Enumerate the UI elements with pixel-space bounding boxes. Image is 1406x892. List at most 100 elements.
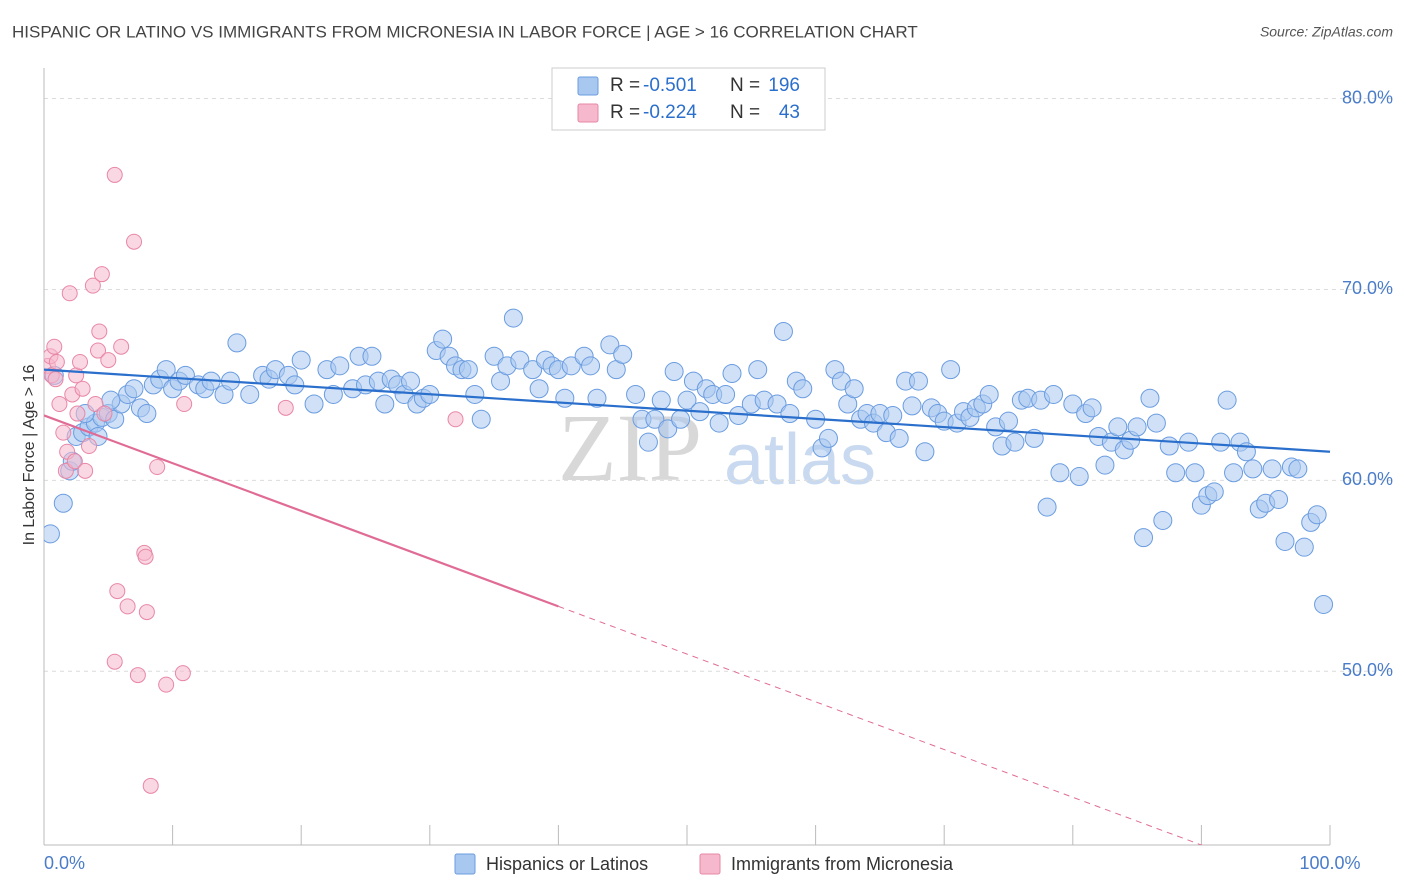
- point: [1095, 455, 1115, 475]
- point: [1134, 528, 1154, 548]
- y-axis-label: In Labor Force | Age > 16: [21, 365, 38, 546]
- point: [561, 356, 581, 376]
- legend-label: R =: [610, 102, 640, 123]
- point: [113, 338, 130, 355]
- point: [227, 333, 247, 353]
- point: [1204, 482, 1224, 502]
- point: [100, 352, 117, 369]
- point: [44, 524, 60, 544]
- point: [109, 583, 126, 600]
- trend-line: [44, 368, 1331, 453]
- point: [1159, 436, 1179, 456]
- point: [1217, 390, 1237, 410]
- point: [471, 409, 491, 429]
- point: [48, 354, 65, 370]
- point: [96, 405, 113, 422]
- point: [767, 394, 787, 414]
- point: [1044, 384, 1064, 404]
- point: [1082, 398, 1102, 418]
- x-tick-label: 0.0%: [44, 853, 85, 873]
- point: [671, 409, 691, 429]
- point: [433, 329, 453, 349]
- point: [106, 166, 123, 183]
- point: [523, 360, 543, 380]
- legend-value: -0.501: [643, 75, 697, 96]
- legend-value: 196: [768, 75, 800, 96]
- point: [503, 308, 523, 328]
- y-tick-label: 80.0%: [1342, 87, 1393, 107]
- point: [555, 388, 575, 408]
- point: [1314, 594, 1334, 614]
- point: [1211, 432, 1231, 452]
- point: [176, 396, 193, 412]
- point: [240, 384, 260, 404]
- point: [137, 404, 157, 424]
- point: [138, 604, 155, 621]
- point: [722, 363, 742, 383]
- point: [651, 390, 671, 410]
- point: [55, 424, 72, 441]
- point: [941, 360, 961, 380]
- point: [664, 362, 684, 382]
- point: [908, 371, 928, 391]
- point: [291, 350, 311, 370]
- point: [277, 399, 294, 416]
- point: [61, 285, 78, 302]
- point: [793, 379, 813, 399]
- legend-label: N =: [730, 102, 760, 123]
- point: [362, 346, 382, 366]
- point: [844, 379, 864, 399]
- point: [51, 396, 68, 412]
- x-tick-label: 100.0%: [1299, 853, 1360, 873]
- point: [72, 354, 89, 370]
- point: [1307, 505, 1327, 525]
- point: [174, 665, 191, 682]
- point: [53, 493, 73, 513]
- point: [645, 409, 665, 429]
- chart-title: HISPANIC OR LATINO VS IMMIGRANTS FROM MI…: [12, 22, 918, 41]
- legend-label: Hispanics or Latinos: [486, 854, 648, 874]
- point: [1153, 510, 1173, 530]
- point: [1224, 463, 1244, 483]
- point: [323, 384, 343, 404]
- point: [716, 384, 736, 404]
- point: [129, 667, 146, 684]
- legend-label: N =: [730, 75, 760, 96]
- point: [613, 344, 633, 364]
- y-tick-label: 60.0%: [1342, 469, 1393, 489]
- point: [330, 356, 350, 376]
- point: [77, 462, 94, 479]
- trend-line: [44, 414, 559, 608]
- point: [600, 335, 620, 355]
- point: [1185, 463, 1205, 483]
- point: [638, 432, 658, 452]
- point: [581, 356, 601, 376]
- point: [142, 777, 159, 794]
- point: [401, 371, 421, 391]
- point: [780, 404, 800, 424]
- point: [124, 379, 144, 399]
- point: [677, 390, 697, 410]
- legend-label: R =: [610, 75, 640, 96]
- series: [44, 166, 464, 794]
- point: [156, 360, 176, 380]
- point: [658, 419, 678, 439]
- point: [883, 405, 903, 425]
- point: [1288, 459, 1308, 479]
- point: [587, 388, 607, 408]
- point: [119, 598, 136, 615]
- point: [979, 384, 999, 404]
- point: [1127, 417, 1147, 437]
- point: [46, 338, 63, 355]
- point: [126, 233, 143, 250]
- watermark-text: atlas: [724, 420, 876, 500]
- point: [304, 394, 324, 414]
- point: [458, 360, 478, 380]
- point: [1069, 467, 1089, 487]
- point: [510, 350, 530, 370]
- legend-label: Immigrants from Micronesia: [731, 854, 954, 874]
- legend-value: -0.224: [643, 102, 697, 123]
- point: [66, 453, 83, 470]
- legend-swatch: [454, 853, 476, 875]
